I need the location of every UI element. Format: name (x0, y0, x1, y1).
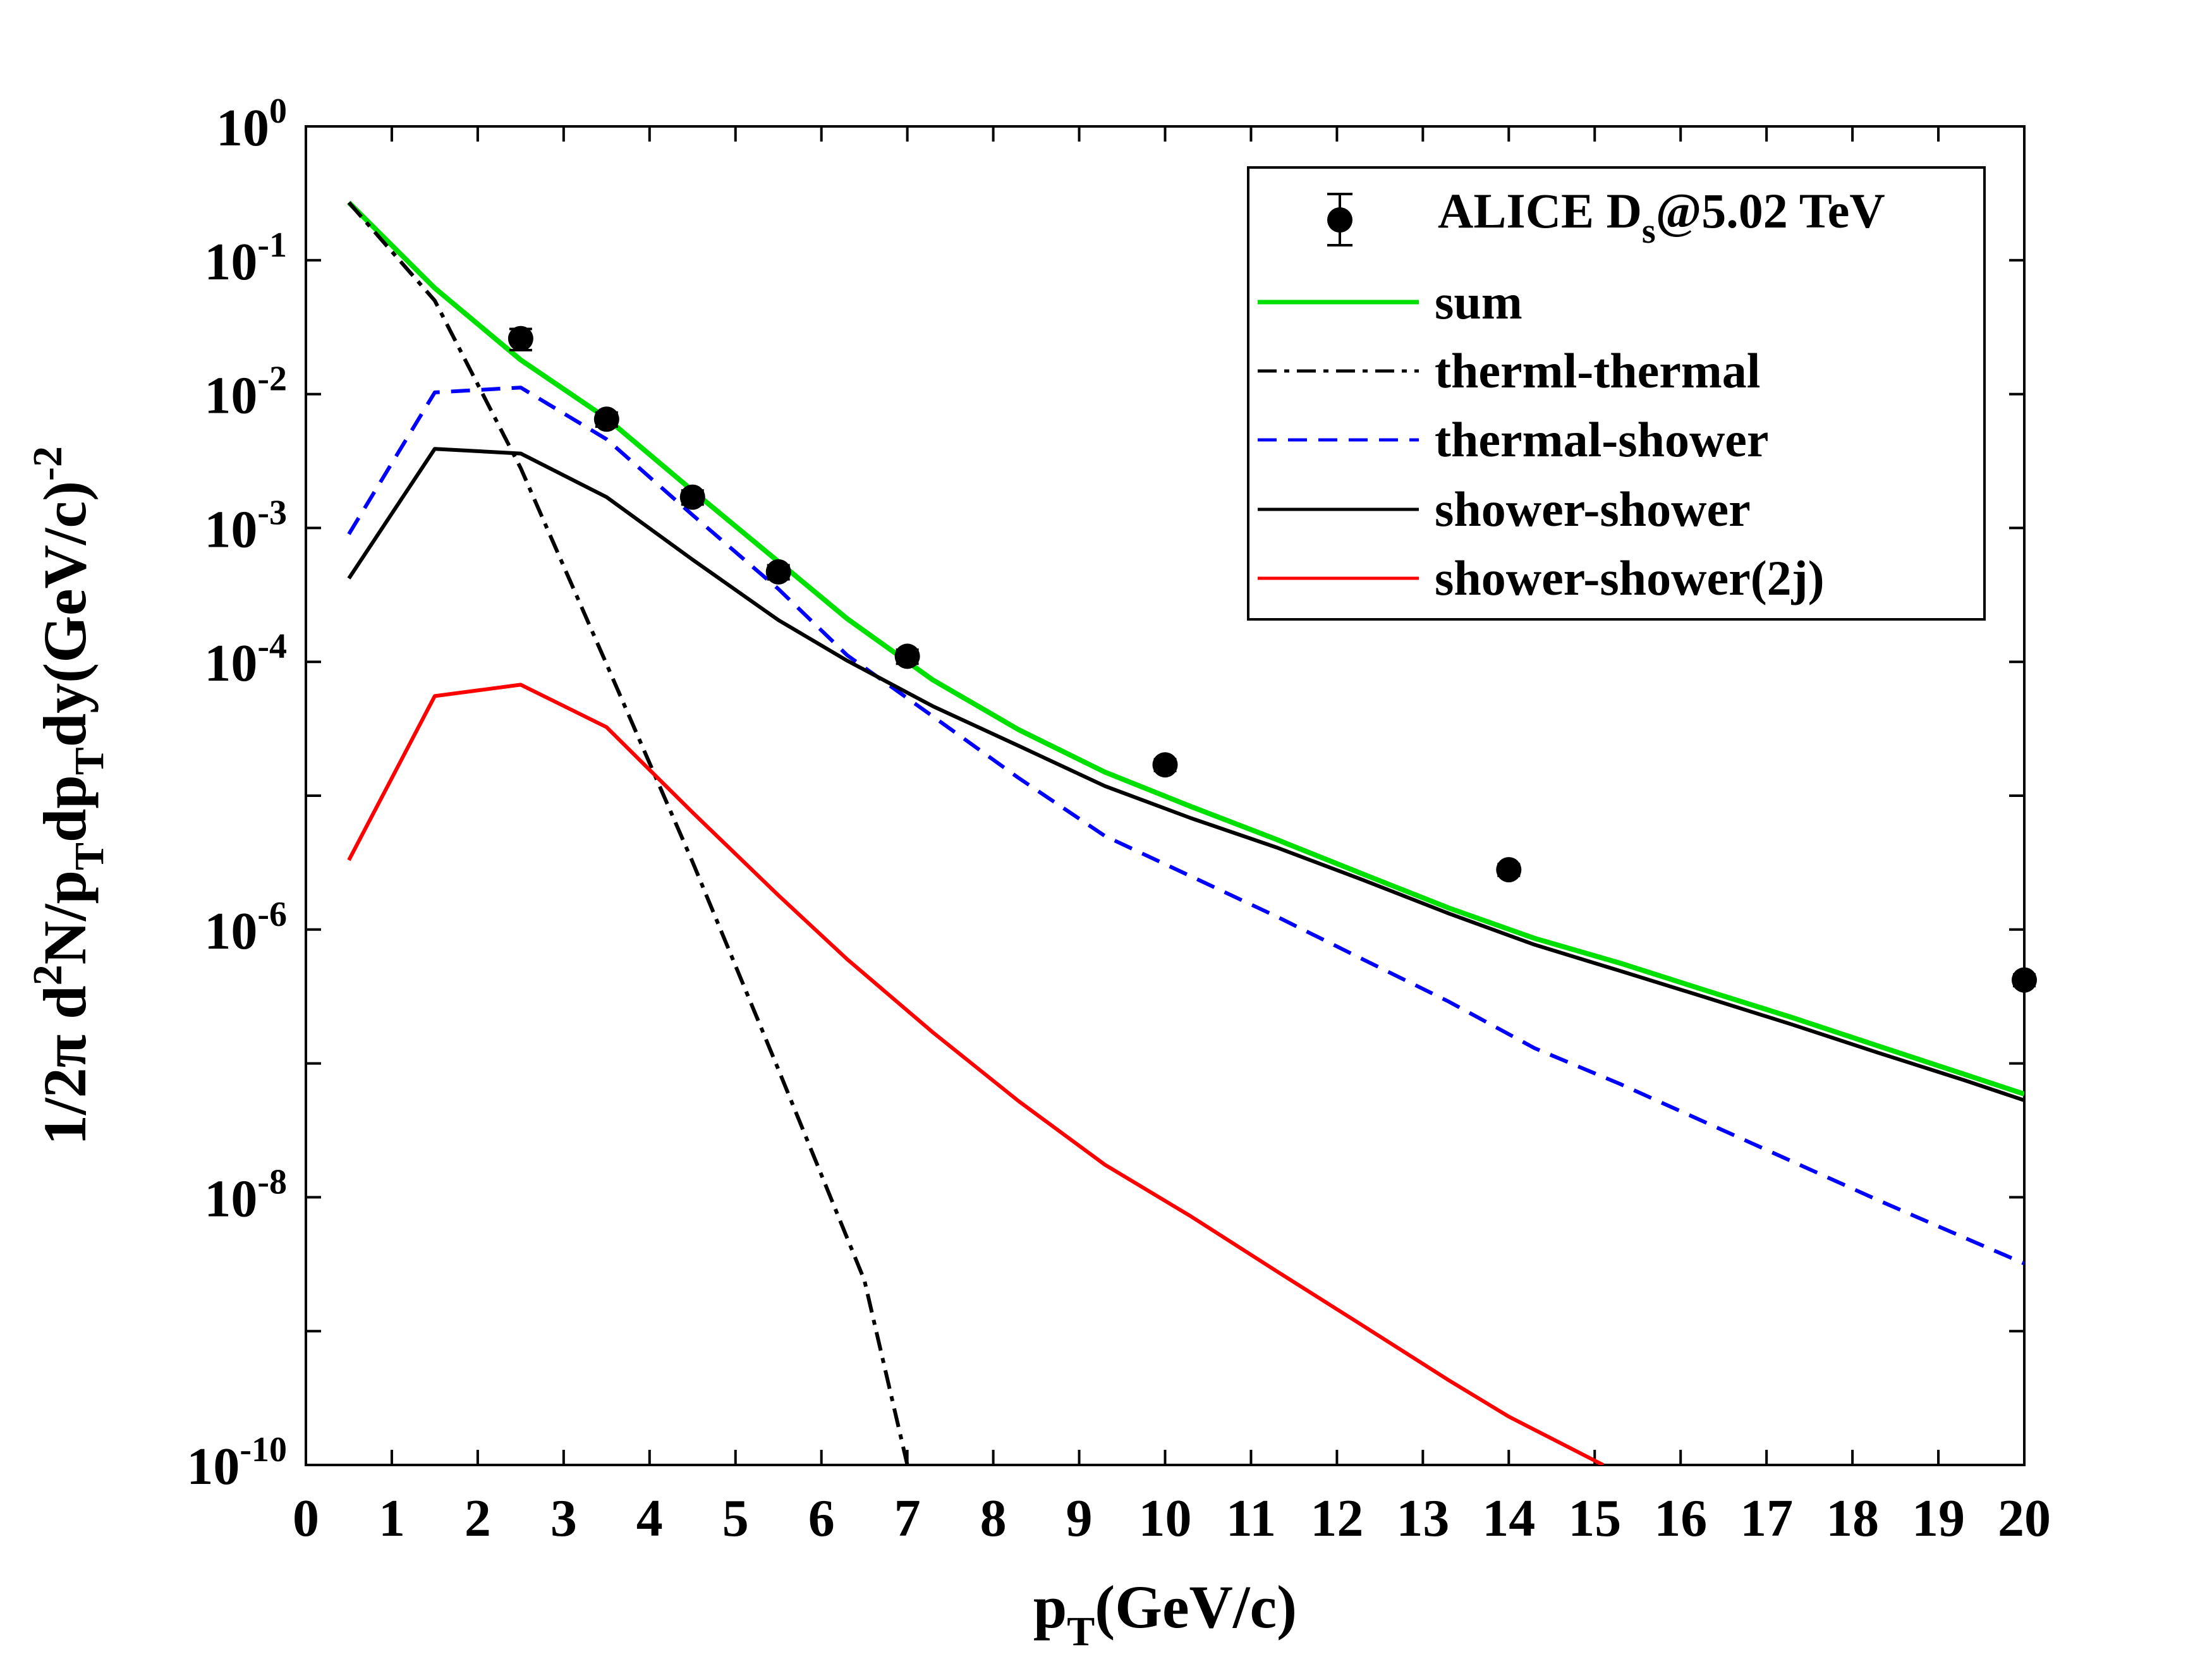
x-tick-label: 8 (980, 1489, 1007, 1548)
y-tick-label-exp: -4 (257, 627, 287, 666)
x-tick-label: 17 (1740, 1489, 1793, 1548)
y-axis-title-sub2: T (66, 747, 112, 775)
y-tick-label-base: 10 (204, 500, 257, 559)
y-tick-label-base: 10 (204, 367, 257, 425)
x-tick-label: 4 (636, 1489, 663, 1548)
y-tick-label-exp: -8 (257, 1162, 287, 1201)
y-tick-label-base: 10 (216, 99, 269, 157)
x-tick-label: 20 (1998, 1489, 2051, 1548)
y-tick-label: 10-4 (204, 627, 287, 693)
x-tick-label: 13 (1396, 1489, 1449, 1548)
x-tick-label: 1 (379, 1489, 405, 1548)
data-point (679, 484, 705, 510)
series-line-therml-thermal (347, 201, 909, 1465)
data-point (593, 406, 619, 432)
axis-ticks (305, 125, 2026, 1466)
y-tick-label-base: 10 (204, 634, 257, 693)
data-point (1152, 752, 1178, 778)
x-tick-label: 5 (722, 1489, 749, 1548)
x-tick-label: 0 (293, 1489, 319, 1548)
x-axis-title-sub: T (1067, 1608, 1095, 1655)
legend-marker-icon (1327, 207, 1352, 233)
legend-box (1247, 166, 1986, 621)
data-point (894, 643, 920, 669)
series-line-sum (347, 200, 2024, 1097)
series-line-shower-shower-2j- (347, 683, 1605, 1465)
x-tick-label: 7 (894, 1489, 921, 1548)
data-point (507, 325, 533, 351)
y-tick-label: 10-6 (204, 895, 287, 961)
data-points (507, 325, 2037, 993)
y-tick-label: 10-8 (204, 1162, 287, 1228)
y-axis-title-sub1: T (66, 842, 112, 870)
legend: ALICE Ds@5.02 TeV sum therml-thermal the… (1247, 166, 1986, 621)
legend-label-alice: ALICE Ds@5.02 TeV (1438, 183, 1885, 251)
y-tick-label-exp: -3 (257, 493, 287, 532)
y-tick-label: 10-10 (186, 1430, 287, 1496)
x-tick-label: 11 (1226, 1489, 1276, 1548)
legend-item-sum: sum (1258, 274, 1522, 329)
legend-label-therml-thermal: therml-thermal (1435, 343, 1760, 398)
x-tick-label: 15 (1568, 1489, 1621, 1548)
x-axis-title: pT(GeV/c) (1033, 1573, 1297, 1655)
legend-label-alice-sub: s (1642, 212, 1656, 251)
legend-item-therml-thermal: therml-thermal (1258, 343, 1760, 398)
y-axis-title-mid3: dy(GeV/c) (31, 481, 99, 747)
x-tick-label: 14 (1482, 1489, 1535, 1548)
y-axis-title-prefix: 1/2π d (31, 985, 99, 1145)
x-tick-label: 18 (1826, 1489, 1879, 1548)
data-point (2012, 967, 2037, 993)
x-axis-title-main: p (1033, 1573, 1067, 1641)
legend-label-thermal-shower: thermal-shower (1435, 412, 1769, 467)
y-axis-title: 1/2π d2N/pTdpTdy(GeV/c)-2 (25, 446, 112, 1145)
y-tick-label-base: 10 (204, 1169, 257, 1228)
data-point (765, 559, 791, 585)
y-tick-label-exp: -1 (257, 226, 287, 265)
legend-label-alice-rest: @5.02 TeV (1656, 183, 1885, 238)
x-tick-label: 6 (808, 1489, 835, 1548)
x-tick-label: 12 (1310, 1489, 1363, 1548)
series-layer (347, 200, 2024, 1465)
y-axis-title-mid1: N/p (31, 870, 99, 964)
x-tick-label: 2 (465, 1489, 491, 1548)
legend-label-alice-name: ALICE D (1438, 183, 1642, 238)
y-tick-label-exp: 0 (269, 92, 287, 131)
x-axis-title-rest: (GeV/c) (1095, 1573, 1297, 1641)
legend-item-shower-shower: shower-shower (1258, 482, 1751, 537)
series-line-shower-shower (347, 447, 2024, 1102)
y-tick-label: 100 (216, 92, 287, 157)
y-tick-label-exp: -2 (257, 360, 287, 399)
y-tick-label-exp: -10 (240, 1430, 287, 1469)
x-tick-labels: 0 1 2 3 4 5 6 7 8 9 10 11 12 13 14 15 16 17 18 19 20 (293, 1489, 2051, 1548)
y-tick-label: 10-1 (204, 226, 287, 291)
y-axis-title-sup2: -2 (25, 446, 71, 481)
legend-label-sum: sum (1435, 274, 1522, 329)
y-tick-label-base: 10 (186, 1437, 240, 1496)
legend-item-shower-shower-2j: shower-shower(2j) (1258, 550, 1825, 605)
legend-label-shower-shower-2j: shower-shower(2j) (1435, 550, 1825, 605)
x-tick-label: 16 (1654, 1489, 1707, 1548)
x-tick-label: 10 (1139, 1489, 1192, 1548)
legend-item-alice: ALICE Ds@5.02 TeV (1327, 183, 1885, 251)
y-axis-title-sup1: 2 (25, 964, 71, 985)
y-tick-label-base: 10 (204, 233, 257, 291)
legend-item-thermal-shower: thermal-shower (1258, 412, 1769, 467)
x-tick-label: 3 (550, 1489, 577, 1548)
y-tick-label-exp: -6 (257, 895, 287, 934)
x-tick-label: 9 (1066, 1489, 1093, 1548)
data-point (1496, 857, 1522, 883)
y-tick-label: 10-2 (204, 360, 287, 425)
legend-label-shower-shower: shower-shower (1435, 482, 1751, 537)
y-tick-label: 10-3 (204, 493, 287, 559)
x-tick-label: 19 (1912, 1489, 1965, 1548)
y-axis-title-mid2: dp (31, 775, 99, 842)
y-tick-label-base: 10 (204, 902, 257, 961)
